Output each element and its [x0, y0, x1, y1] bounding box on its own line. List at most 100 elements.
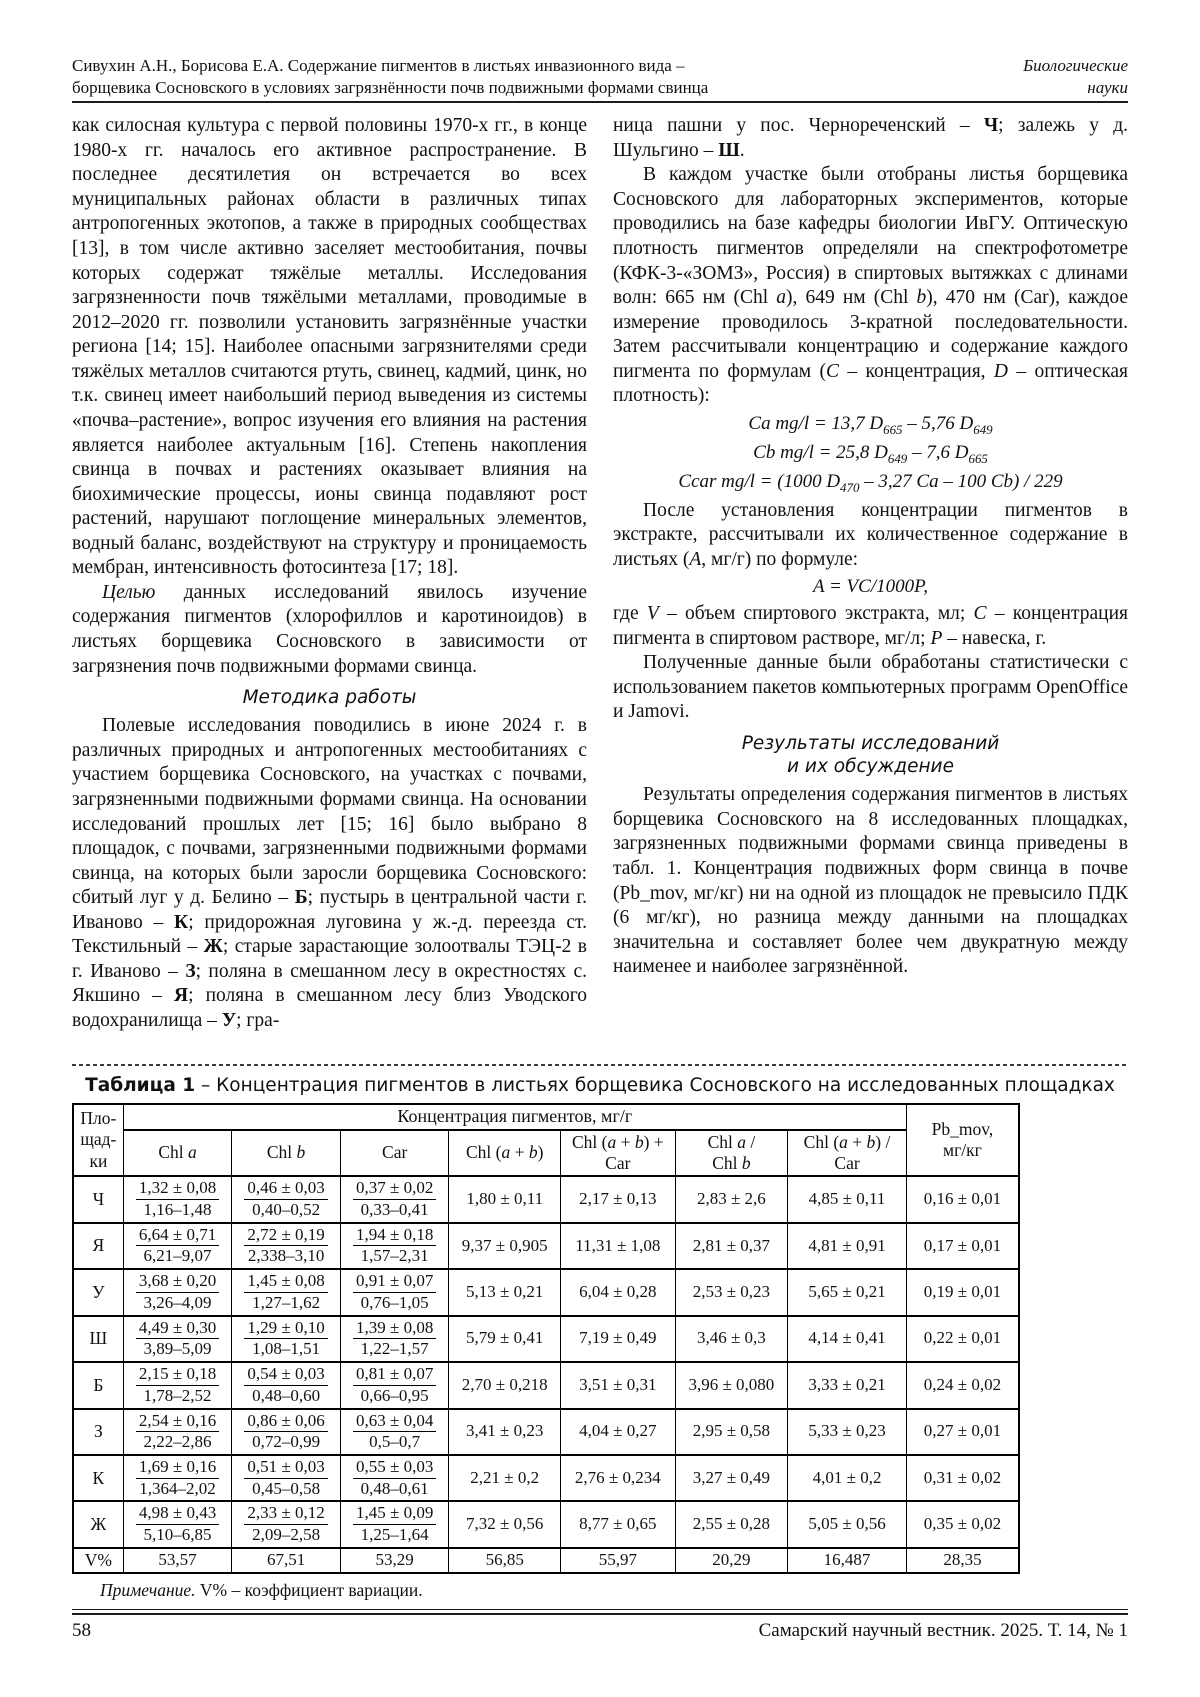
paragraph-methods: Полевые исследования поводились в июне 2… — [72, 715, 588, 1031]
cell-pb: 0,19 ± 0,01 — [905, 1268, 1020, 1317]
formula-a: A = VC/1000P, — [812, 576, 929, 598]
table-row: Я 6,64 ± 0,71 6,21–9,07 2,72 ± 0,19 2,338–… — [72, 1221, 1020, 1271]
cell-pb: 0,17 ± 0,01 — [905, 1221, 1020, 1271]
cell-chl-ab-div-car: 4,81 ± 0,91 — [787, 1221, 907, 1271]
paragraph-sites-cont: ница пашни у пос. Чернореченский – Ч; за… — [613, 115, 1128, 161]
cell-chl-a: 4,49 ± 0,30 3,89–5,09 — [122, 1314, 233, 1364]
cell-chl-ab-div-car: 4,85 ± 0,11 — [787, 1175, 907, 1224]
table-number-label: Таблица 1 — [85, 1074, 196, 1096]
formula-ccar: Ccar mg/l = (1000 D470 – 3,27 Ca – 100 C… — [678, 470, 1063, 495]
cell-chl-ab-div-car: 5,05 ± 0,56 — [787, 1500, 907, 1549]
v-cell: 16,487 — [787, 1546, 907, 1575]
cell-chl-a: 2,15 ± 0,18 1,78–2,52 — [122, 1361, 233, 1410]
cell-chl-a: 6,64 ± 0,71 6,21–9,07 — [122, 1221, 233, 1271]
table-title-text: – Концентрация пигментов в листьях борще… — [195, 1074, 1115, 1096]
header-chl-a: Chl a — [122, 1128, 233, 1178]
paragraph-statistics: Полученные данные были обработаны статис… — [613, 652, 1128, 723]
site-cell: У — [72, 1268, 124, 1317]
table-separator-rule — [72, 1063, 1128, 1066]
formula-cb: Cb mg/l = 25,8 D649 – 7,6 D665 — [753, 441, 988, 466]
site-cell: К — [72, 1454, 124, 1503]
cell-chl-a-div-b: 2,83 ± 2,6 — [674, 1175, 789, 1224]
cell-chl-b: 2,72 ± 0,19 2,338–3,10 — [231, 1221, 341, 1271]
running-head-line1: Сивухин А.Н., Борисова Е.А. Содержание п… — [72, 56, 685, 75]
cell-pb: 0,22 ± 0,01 — [905, 1314, 1020, 1364]
cell-car: 0,63 ± 0,04 0,5–0,7 — [339, 1407, 450, 1457]
header-concentration-group: Концентрация пигментов, мг/г — [122, 1102, 907, 1131]
pigments-table: Пло- щад- ки Концентрация пигментов, мг/… — [72, 1102, 1020, 1575]
header-pb-mov: Pb_mov, мг/кг — [905, 1102, 1020, 1178]
cell-chl-ab: 5,79 ± 0,41 — [448, 1314, 562, 1364]
v-cell: 67,51 — [231, 1546, 341, 1575]
site-cell: Ш — [72, 1314, 124, 1364]
results-heading-line1: Результаты исследований — [741, 733, 1000, 754]
footer-rule — [72, 1609, 1128, 1616]
paragraph-legend: где V – объем спиртового экстракта, мл; … — [613, 603, 1128, 649]
v-cell: 53,29 — [339, 1546, 450, 1575]
section-heading-methods: Методика работы — [242, 687, 417, 709]
table-title: Таблица 1 – Концентрация пигментов в лис… — [72, 1075, 1128, 1096]
table-note-label: Примечание. — [100, 1580, 196, 1601]
cell-car: 0,37 ± 0,02 0,33–0,41 — [339, 1175, 450, 1224]
cell-chl-a: 4,98 ± 0,43 5,10–6,85 — [122, 1500, 233, 1549]
header-chl-ab-car: Chl (a + b) + Car — [560, 1128, 676, 1178]
cell-chl-b: 1,29 ± 0,10 1,08–1,51 — [231, 1314, 341, 1364]
table-row: Ч 1,32 ± 0,08 1,16–1,48 0,46 ± 0,03 0,40–0… — [72, 1175, 1020, 1224]
cell-chl-ab-div-car: 3,33 ± 0,21 — [787, 1361, 907, 1410]
cell-pb: 0,31 ± 0,02 — [905, 1454, 1020, 1503]
v-cell: 55,97 — [560, 1546, 676, 1575]
table-row-variation: V% 53,57 67,51 53,29 56,85 55,97 20,29 1… — [72, 1546, 1020, 1575]
formula-ca: Ca mg/l = 13,7 D665 – 5,76 D649 — [748, 412, 993, 437]
header-sites: Пло- щад- ки — [72, 1102, 124, 1178]
cell-chl-b: 0,46 ± 0,03 0,40–0,52 — [231, 1175, 341, 1224]
cell-car: 0,81 ± 0,07 0,66–0,95 — [339, 1361, 450, 1410]
table-header: Пло- щад- ки Концентрация пигментов, мг/… — [72, 1102, 1020, 1178]
cell-chl-a: 1,69 ± 0,16 1,364–2,02 — [122, 1454, 233, 1503]
cell-chl-ab-div-car: 5,33 ± 0,23 — [787, 1407, 907, 1457]
running-head-section: Биологические науки — [1023, 55, 1128, 99]
table-note: Примечание. V% – коэффициент вариации. — [100, 1580, 1128, 1601]
site-cell: Я — [72, 1221, 124, 1271]
running-head-title: Сивухин А.Н., Борисова Е.А. Содержание п… — [72, 55, 708, 99]
cell-chl-a-div-b: 2,81 ± 0,37 — [674, 1221, 789, 1271]
table-row: Ж 4,98 ± 0,43 5,10–6,85 2,33 ± 0,12 2,09–2… — [72, 1500, 1020, 1549]
cell-chl-ab: 3,41 ± 0,23 — [448, 1407, 562, 1457]
paragraph-lab: В каждом участке были отобраны листья бо… — [613, 164, 1129, 407]
v-cell: 20,29 — [674, 1546, 789, 1575]
cell-car: 1,45 ± 0,09 1,25–1,64 — [339, 1500, 450, 1549]
cell-chl-a-div-b: 2,55 ± 0,28 — [674, 1500, 789, 1549]
cell-chl-ab-car: 2,17 ± 0,13 — [560, 1175, 676, 1224]
cell-chl-ab-car: 8,77 ± 0,65 — [560, 1500, 676, 1549]
table-body: Ч 1,32 ± 0,08 1,16–1,48 0,46 ± 0,03 0,40–0… — [72, 1175, 1020, 1575]
cell-chl-ab: 5,13 ± 0,21 — [448, 1268, 562, 1317]
table-note-text: V% – коэффициент вариации. — [195, 1580, 423, 1601]
site-cell: Б — [72, 1361, 124, 1410]
cell-chl-a-div-b: 3,96 ± 0,080 — [674, 1361, 789, 1410]
cell-chl-ab-car: 2,76 ± 0,234 — [560, 1454, 676, 1503]
cell-chl-b: 2,33 ± 0,12 2,09–2,58 — [231, 1500, 341, 1549]
cell-chl-b: 0,86 ± 0,06 0,72–0,99 — [231, 1407, 341, 1457]
site-cell: V% — [72, 1546, 124, 1575]
table-header-row-2: Chl a Chl b Car Chl (a + b) Chl (a + b) … — [73, 1128, 1019, 1178]
cell-chl-ab: 1,80 ± 0,11 — [448, 1175, 562, 1224]
cell-chl-a-div-b: 2,53 ± 0,23 — [674, 1268, 789, 1317]
v-cell: 56,85 — [448, 1546, 562, 1575]
paragraph-content-calc: После установления концентрации пигменто… — [613, 499, 1128, 570]
cell-pb: 0,24 ± 0,02 — [905, 1361, 1020, 1410]
table-row: Б 2,15 ± 0,18 1,78–2,52 0,54 ± 0,03 0,48–0… — [72, 1361, 1020, 1410]
header-rule — [72, 101, 1128, 104]
results-heading-line2: и их обсуждение — [787, 756, 954, 778]
paragraph-results: Результаты определения содержания пигмен… — [613, 784, 1128, 978]
running-head: Сивухин А.Н., Борисова Е.А. Содержание п… — [72, 55, 1128, 99]
left-column: как силосная культура с первой половины … — [72, 114, 587, 1033]
v-cell: 28,35 — [905, 1546, 1020, 1575]
cell-car: 1,94 ± 0,18 1,57–2,31 — [339, 1221, 450, 1271]
cell-chl-ab-car: 11,31 ± 1,08 — [560, 1221, 676, 1271]
journal-info: Самарский научный вестник. 2025. Т. 14, … — [758, 1620, 1128, 1642]
cell-chl-ab: 2,70 ± 0,218 — [448, 1361, 562, 1410]
paragraph-intro: как силосная культура с первой половины … — [72, 115, 587, 579]
cell-chl-b: 0,51 ± 0,03 0,45–0,58 — [231, 1454, 341, 1503]
header-chl-a-div-b: Chl a / Chl b — [674, 1128, 789, 1178]
section-heading-results: Результаты исследований и их обсуждение — [613, 732, 1128, 778]
header-car: Car — [339, 1128, 450, 1178]
